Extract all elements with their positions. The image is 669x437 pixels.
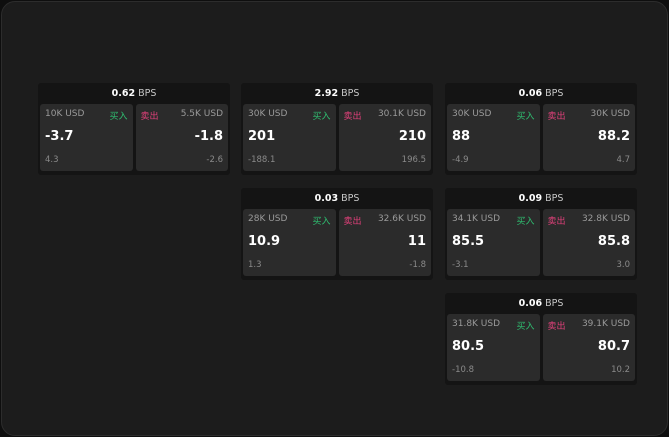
quote-card: 0.09 BPS 34.1K USD 买入 85.5 -3.1 卖出 32.8K U… bbox=[445, 188, 637, 280]
spread-value: 0.06 bbox=[518, 298, 543, 309]
bid-change: -10.8 bbox=[452, 365, 474, 375]
sell-label: 卖出 bbox=[140, 112, 159, 122]
spread-value: 0.09 bbox=[518, 193, 543, 204]
ask-price: 85.8 bbox=[597, 234, 630, 249]
buy-label: 买入 bbox=[312, 217, 331, 227]
bid-change: -3.1 bbox=[452, 260, 469, 270]
spread-unit: BPS bbox=[341, 88, 360, 99]
buy-label: 买入 bbox=[516, 322, 535, 332]
spread-header: 0.06 BPS bbox=[445, 83, 637, 104]
sell-panel[interactable]: 卖出 30.1K USD 210 196.5 bbox=[338, 104, 431, 171]
ask-price: 210 bbox=[398, 129, 426, 144]
buy-panel[interactable]: 34.1K USD 买入 85.5 -3.1 bbox=[447, 209, 540, 276]
bid-change: 4.3 bbox=[45, 155, 59, 165]
bid-price: -3.7 bbox=[45, 129, 74, 144]
ask-size: 32.6K USD bbox=[377, 214, 426, 224]
ask-size: 32.8K USD bbox=[581, 214, 630, 224]
bid-size: 30K USD bbox=[248, 109, 288, 119]
ask-price: -1.8 bbox=[194, 129, 223, 144]
buy-panel[interactable]: 28K USD 买入 10.9 1.3 bbox=[243, 209, 336, 276]
bid-price: 10.9 bbox=[248, 234, 281, 249]
bid-price: 80.5 bbox=[452, 339, 485, 354]
bid-change: -4.9 bbox=[452, 155, 469, 165]
ask-change: 4.7 bbox=[616, 155, 630, 165]
sell-label: 卖出 bbox=[343, 217, 362, 227]
ask-change: -2.6 bbox=[206, 155, 223, 165]
spread-unit: BPS bbox=[138, 88, 157, 99]
ask-size: 39.1K USD bbox=[581, 319, 630, 329]
ask-price: 80.7 bbox=[597, 339, 630, 354]
spread-value: 0.03 bbox=[314, 193, 339, 204]
buy-panel[interactable]: 30K USD 买入 201 -188.1 bbox=[243, 104, 336, 171]
bid-price: 201 bbox=[248, 129, 276, 144]
spread-value: 2.92 bbox=[314, 88, 339, 99]
sell-label: 卖出 bbox=[547, 112, 566, 122]
ask-change: 196.5 bbox=[401, 155, 426, 165]
spread-value: 0.62 bbox=[111, 88, 136, 99]
ask-size: 30K USD bbox=[590, 109, 630, 119]
spread-header: 0.09 BPS bbox=[445, 188, 637, 209]
ask-size: 30.1K USD bbox=[377, 109, 426, 119]
sell-label: 卖出 bbox=[547, 217, 566, 227]
buy-label: 买入 bbox=[516, 217, 535, 227]
bid-price: 88 bbox=[452, 129, 471, 144]
quote-card: 0.06 BPS 30K USD 买入 88 -4.9 卖出 30K USD 88.… bbox=[445, 83, 637, 175]
spread-unit: BPS bbox=[545, 193, 564, 204]
sell-panel[interactable]: 卖出 5.5K USD -1.8 -2.6 bbox=[135, 104, 228, 171]
spread-header: 0.62 BPS bbox=[38, 83, 230, 104]
ask-change: 10.2 bbox=[611, 365, 630, 375]
ask-price: 88.2 bbox=[597, 129, 630, 144]
bid-size: 30K USD bbox=[452, 109, 492, 119]
spread-unit: BPS bbox=[341, 193, 360, 204]
ask-size: 5.5K USD bbox=[180, 109, 223, 119]
bid-change: 1.3 bbox=[248, 260, 262, 270]
sell-panel[interactable]: 卖出 30K USD 88.2 4.7 bbox=[542, 104, 635, 171]
spread-unit: BPS bbox=[545, 88, 564, 99]
quote-card: 2.92 BPS 30K USD 买入 201 -188.1 卖出 30.1K US… bbox=[241, 83, 433, 175]
sell-label: 卖出 bbox=[343, 112, 362, 122]
bid-change: -188.1 bbox=[248, 155, 276, 165]
ask-change: 3.0 bbox=[616, 260, 630, 270]
spread-unit: BPS bbox=[545, 298, 564, 309]
bid-size: 28K USD bbox=[248, 214, 288, 224]
buy-label: 买入 bbox=[312, 112, 331, 122]
buy-label: 买入 bbox=[109, 112, 128, 122]
quote-card: 0.03 BPS 28K USD 买入 10.9 1.3 卖出 32.6K USD … bbox=[241, 188, 433, 280]
buy-panel[interactable]: 10K USD 买入 -3.7 4.3 bbox=[40, 104, 133, 171]
quote-card: 0.62 BPS 10K USD 买入 -3.7 4.3 卖出 5.5K USD -… bbox=[38, 83, 230, 175]
spread-value: 0.06 bbox=[518, 88, 543, 99]
bid-size: 34.1K USD bbox=[452, 214, 501, 224]
sell-panel[interactable]: 卖出 32.8K USD 85.8 3.0 bbox=[542, 209, 635, 276]
sell-panel[interactable]: 卖出 32.6K USD 11 -1.8 bbox=[338, 209, 431, 276]
sell-label: 卖出 bbox=[547, 322, 566, 332]
bid-price: 85.5 bbox=[452, 234, 485, 249]
buy-panel[interactable]: 31.8K USD 买入 80.5 -10.8 bbox=[447, 314, 540, 381]
spread-header: 0.06 BPS bbox=[445, 293, 637, 314]
buy-panel[interactable]: 30K USD 买入 88 -4.9 bbox=[447, 104, 540, 171]
bid-size: 31.8K USD bbox=[452, 319, 501, 329]
sell-panel[interactable]: 卖出 39.1K USD 80.7 10.2 bbox=[542, 314, 635, 381]
spread-header: 0.03 BPS bbox=[241, 188, 433, 209]
spread-header: 2.92 BPS bbox=[241, 83, 433, 104]
ask-price: 11 bbox=[407, 234, 426, 249]
bid-size: 10K USD bbox=[45, 109, 85, 119]
ask-change: -1.8 bbox=[409, 260, 426, 270]
quote-card: 0.06 BPS 31.8K USD 买入 80.5 -10.8 卖出 39.1K … bbox=[445, 293, 637, 385]
buy-label: 买入 bbox=[516, 112, 535, 122]
